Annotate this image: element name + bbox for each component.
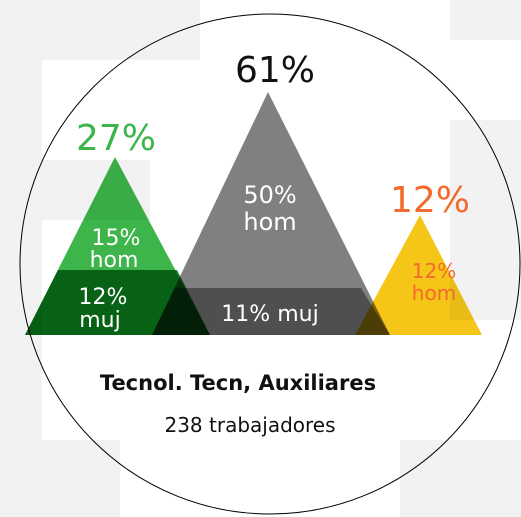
right-hom-value: 12% [412,259,456,283]
center-hom-label: hom [243,208,296,236]
right-total: 12% [390,180,470,221]
left-hom-value: 15% [92,226,141,251]
title: Tecnol. Tecn, Auxiliares [100,371,376,395]
left-hom-label: hom [90,248,139,273]
subtitle: 238 trabajadores [164,413,335,437]
left-total: 27% [76,118,156,159]
center-muj: 11% muj [221,302,318,327]
center-muj-band [152,288,390,335]
left-muj-value: 12% [79,285,128,310]
center-triangle [152,92,390,335]
right-hom-label: hom [412,281,456,305]
left-muj-band [25,270,210,335]
frame-circle [19,13,521,515]
right-triangle [355,215,482,335]
center-hom-value: 50% [243,181,296,209]
left-muj-label: muj [79,308,121,333]
center-total: 61% [235,50,315,91]
